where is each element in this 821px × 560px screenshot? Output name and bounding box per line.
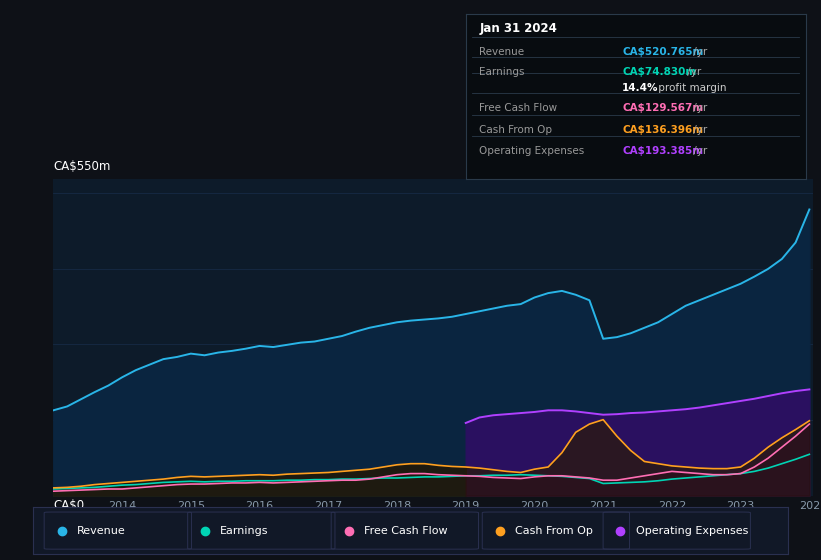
Text: /yr: /yr xyxy=(690,47,707,57)
Text: Cash From Op: Cash From Op xyxy=(515,526,593,535)
Text: CA$74.830m: CA$74.830m xyxy=(622,67,696,77)
Text: CA$129.567m: CA$129.567m xyxy=(622,103,704,113)
Text: Revenue: Revenue xyxy=(479,47,525,57)
Text: Free Cash Flow: Free Cash Flow xyxy=(479,103,557,113)
Text: Earnings: Earnings xyxy=(479,67,525,77)
Text: Operating Expenses: Operating Expenses xyxy=(635,526,748,535)
Text: CA$520.765m: CA$520.765m xyxy=(622,47,704,57)
Text: /yr: /yr xyxy=(684,67,701,77)
Text: CA$136.396m: CA$136.396m xyxy=(622,125,704,135)
Text: /yr: /yr xyxy=(690,125,707,135)
Text: Revenue: Revenue xyxy=(76,526,126,535)
Text: CA$193.385m: CA$193.385m xyxy=(622,146,704,156)
Text: CA$0: CA$0 xyxy=(53,499,85,512)
Text: Free Cash Flow: Free Cash Flow xyxy=(364,526,447,535)
Text: Jan 31 2024: Jan 31 2024 xyxy=(479,22,557,35)
Text: CA$550m: CA$550m xyxy=(53,160,111,173)
Text: Cash From Op: Cash From Op xyxy=(479,125,553,135)
Text: Operating Expenses: Operating Expenses xyxy=(479,146,585,156)
Text: profit margin: profit margin xyxy=(654,83,726,94)
Text: 14.4%: 14.4% xyxy=(622,83,658,94)
Text: /yr: /yr xyxy=(690,146,707,156)
Text: /yr: /yr xyxy=(690,103,707,113)
Text: Earnings: Earnings xyxy=(220,526,268,535)
